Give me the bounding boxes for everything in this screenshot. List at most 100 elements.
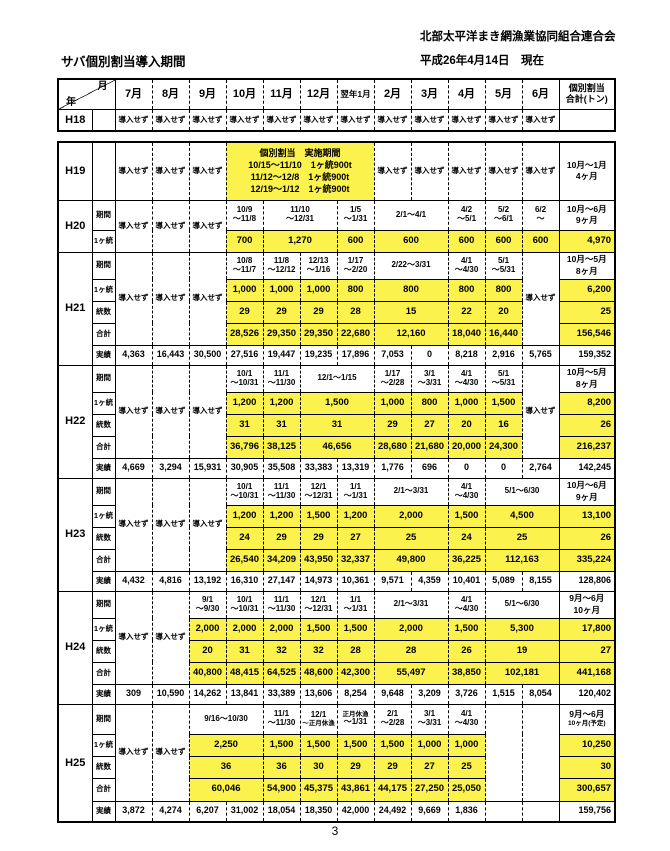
quota-cell: 1,000 [410, 733, 449, 756]
actual-cell: 1,776 [373, 457, 412, 478]
period-cell: 5/2 ～6/1 [484, 199, 523, 230]
actual-cell: 30,905 [225, 457, 263, 478]
quota-cell: 25 [447, 755, 486, 778]
empty-cell [91, 108, 115, 131]
quota-cell: 1,500 [299, 617, 337, 640]
quota-cell: 1,000 [447, 391, 486, 414]
period-cell: 1/5 ～1/31 [336, 199, 375, 230]
quota-cell: 1,000 [262, 278, 300, 301]
quota-cell: 24 [225, 526, 263, 549]
quota-cell: 27 [558, 639, 616, 662]
quota-cell: 43,861 [336, 777, 375, 801]
quota-cell: 441,168 [558, 661, 616, 684]
not-introduced-cell: 導入せず [114, 477, 152, 571]
quota-cell: 15 [373, 300, 449, 323]
quota-cell: 1,200 [225, 391, 263, 414]
not-introduced-cell: 導入せず [521, 141, 560, 200]
period-cell: 11/1 ～11/30 [262, 703, 300, 734]
quota-cell: 29 [299, 526, 337, 549]
actual-cell: 3,872 [114, 800, 152, 822]
period-summary-cell: 9月～6月 10ヶ月 [558, 590, 616, 618]
row-type-label: 期間 [91, 703, 115, 734]
period-cell: 正月休漁 ～1/31 [336, 703, 375, 734]
actual-cell: 35,508 [262, 457, 300, 478]
quota-cell: 27 [410, 413, 449, 436]
year-label: H25 [58, 703, 92, 822]
month-header: 7月 [114, 78, 152, 109]
not-introduced-cell: 導入せず [447, 108, 485, 131]
period-cell: 12/1 ～正月休漁 [299, 703, 337, 734]
quota-cell: 45,375 [299, 777, 337, 801]
quota-cell: 29 [262, 526, 300, 549]
period-cell: 10/1 ～10/31 [225, 477, 263, 505]
month-header: 2月 [373, 78, 411, 109]
table-row: H20 期間 導入せず 導入せず 導入せず 10/9 ～11/8 11/10 ～12/31 1/5… [58, 199, 616, 252]
quota-cell: 27 [410, 755, 449, 778]
quota-cell: 1,000 [225, 278, 263, 301]
row-type-label: 期間 [91, 590, 115, 618]
month-header: 11月 [262, 78, 300, 109]
row-type-label: 期間 [91, 251, 115, 279]
period-cell: 2/1 ～2/28 [373, 703, 412, 734]
quota-cell: 2,000 [262, 617, 300, 640]
quota-cell: 28,526 [225, 322, 263, 345]
period-cell: 11/10 ～12/31 [262, 199, 337, 230]
quota-cell: 102,181 [484, 661, 560, 684]
row-type-label: 実績 [91, 570, 115, 591]
actual-cell: 10,590 [151, 683, 189, 704]
quota-cell: 42,300 [336, 661, 375, 684]
not-introduced-cell: 導入せず [114, 364, 152, 458]
period-cell: 10/1 ～10/31 [225, 590, 263, 618]
quota-cell: 16,440 [484, 322, 523, 345]
organization-name: 北部太平洋まき網漁業協同組合連合会 [420, 31, 616, 43]
actual-cell: 33,383 [299, 457, 337, 478]
not-introduced-cell: 導入せず [151, 590, 189, 684]
quota-cell: 10,250 [558, 733, 616, 756]
quota-cell: 1,200 [225, 504, 263, 527]
row-type-label: 1ヶ統 [91, 733, 115, 756]
actual-cell: 4,816 [151, 570, 189, 591]
period-cell: 4/1 ～4/30 [447, 477, 486, 505]
period-cell: 2/1～3/31 [373, 477, 449, 505]
quota-cell: 1,000 [447, 733, 486, 756]
quota-cell: 26,540 [225, 548, 263, 571]
not-introduced-cell: 導入せず [188, 477, 226, 571]
quota-cell: 20 [447, 413, 486, 436]
not-introduced-cell: 導入せず [521, 108, 559, 131]
not-introduced-cell: 導入せず [188, 141, 226, 200]
total-column-header: 個別割当 合計(トン) [558, 78, 615, 109]
row-type-label: 期間 [91, 199, 115, 230]
quota-cell: 20 [484, 300, 523, 323]
period-summary-cell: 10月～6月 9ヶ月 [558, 477, 616, 505]
year-label: H19 [58, 141, 92, 200]
table-row: H19 導入せず 導入せず 導入せず 個別割当 実施期間 10/15～11/10 1ヶ統9… [58, 141, 616, 200]
quota-cell: 600 [484, 229, 523, 252]
quota-cell: 30 [558, 755, 616, 778]
period-cell: 5/1～6/30 [484, 590, 560, 618]
quota-cell: 800 [484, 278, 523, 301]
quota-cell: 28 [336, 639, 375, 662]
month-header: 8月 [151, 78, 189, 109]
quota-cell: 27,250 [410, 777, 449, 801]
quota-cell: 1,500 [299, 391, 375, 414]
month-header: 4月 [447, 78, 485, 109]
actual-cell: 120,402 [558, 683, 616, 704]
table-row: 統数 24 29 29 27 25 24 25 26 [58, 526, 616, 549]
not-introduced-cell: 導入せず [151, 364, 189, 458]
period-cell: 2/1～3/31 [373, 590, 449, 618]
quota-cell: 29 [336, 755, 375, 778]
period-summary-cell: 10月～1月 4ヶ月 [558, 141, 616, 200]
quota-cell: 22,680 [336, 322, 375, 345]
actual-cell: 13,319 [336, 457, 375, 478]
table-row: 合計 36,796 38,125 46,656 28,680 21,680 20,000 24… [58, 435, 616, 458]
actual-cell: 4,669 [114, 457, 152, 478]
quota-cell: 24,300 [484, 435, 523, 458]
not-introduced-cell: 導入せず [484, 141, 523, 200]
row-type-label: 期間 [91, 477, 115, 505]
quota-cell: 31 [225, 413, 263, 436]
period-cell: 10/1 ～10/31 [225, 364, 263, 392]
quota-cell: 32 [299, 639, 337, 662]
row-type-label: 実績 [91, 800, 115, 822]
not-introduced-cell: 導入せず [336, 108, 374, 131]
quota-cell: 29 [299, 300, 337, 323]
